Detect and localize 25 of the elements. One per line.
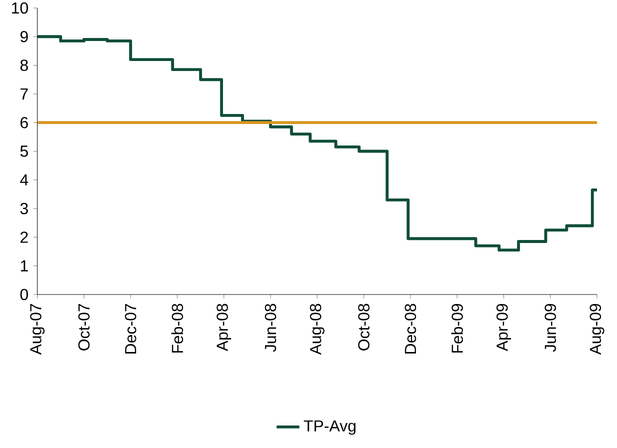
y-tick-label: 6 bbox=[20, 117, 28, 128]
legend-label: TP-Avg bbox=[304, 420, 356, 435]
x-tick-label: Dec-08 bbox=[404, 304, 416, 354]
x-tick-label: Jun-09 bbox=[544, 304, 556, 352]
x-tick-label: Apr-09 bbox=[496, 304, 511, 352]
y-tick-label: 3 bbox=[20, 203, 28, 214]
y-tick-label: 5 bbox=[20, 146, 28, 157]
x-tick-label: Apr-08 bbox=[216, 304, 232, 352]
x-tick-label: Oct-08 bbox=[358, 304, 370, 351]
y-tick-label: 4 bbox=[20, 174, 28, 186]
x-tick-label: Dec-07 bbox=[124, 304, 136, 354]
y-tick-label: 10 bbox=[12, 2, 28, 14]
y-tick-label: 0 bbox=[20, 288, 28, 300]
x-tick-label: Feb-08 bbox=[171, 304, 184, 353]
x-tick-label: Jun-08 bbox=[264, 304, 276, 352]
x-tick-label: Aug-08 bbox=[310, 304, 324, 355]
y-tick-label: 1 bbox=[20, 260, 28, 272]
x-tick-label: Aug-07 bbox=[30, 304, 45, 355]
y-tick-label: 9 bbox=[20, 31, 28, 42]
x-tick-label: Feb-09 bbox=[451, 304, 463, 353]
x-tick-label: Oct-07 bbox=[78, 304, 90, 351]
x-tick-label: Aug-09 bbox=[590, 304, 604, 355]
y-tick-label: 7 bbox=[20, 88, 28, 100]
y-tick-label: 8 bbox=[20, 60, 28, 72]
y-tick-label: 2 bbox=[20, 232, 28, 243]
